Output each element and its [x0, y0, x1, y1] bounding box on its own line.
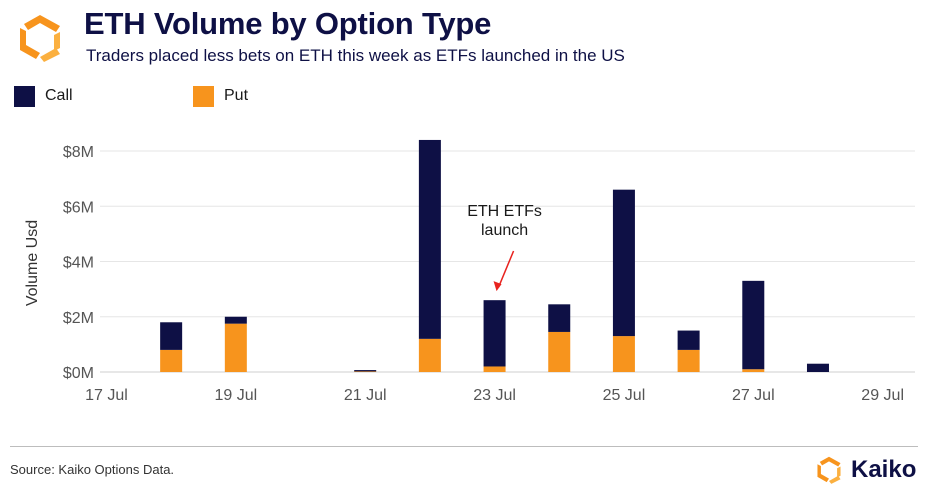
legend-swatch-put	[193, 85, 214, 107]
legend-swatch-call	[14, 85, 35, 107]
bar-call	[548, 304, 571, 332]
bar-call	[612, 189, 635, 337]
x-tick-label: 25 Jul	[603, 387, 646, 404]
y-axis-label: Volume Usd	[24, 220, 41, 306]
annotation-text: launch	[481, 222, 528, 239]
y-tick-label: $0M	[63, 365, 94, 382]
bar-call	[806, 363, 829, 372]
x-tick-label: 21 Jul	[344, 387, 387, 404]
legend-item-call: Call	[14, 82, 73, 110]
bar-call	[354, 370, 377, 372]
legend-item-put: Put	[193, 82, 248, 110]
bar-put	[160, 349, 183, 372]
page-subtitle: Traders placed less bets on ETH this wee…	[86, 46, 625, 65]
brand-name: Kaiko	[851, 456, 917, 483]
bar-call	[224, 316, 247, 324]
legend-label-call: Call	[45, 87, 73, 104]
bar-put	[224, 323, 247, 372]
annotation-arrowhead	[493, 281, 502, 292]
brand-logo: Kaiko	[814, 452, 916, 488]
bar-put	[483, 366, 506, 372]
x-tick-label: 17 Jul	[85, 387, 128, 404]
x-tick-label: 19 Jul	[214, 387, 257, 404]
footer-divider	[10, 446, 918, 447]
x-tick-label: 27 Jul	[732, 387, 775, 404]
bar-call	[160, 322, 183, 350]
kaiko-logo-icon	[817, 456, 841, 484]
bar-call	[418, 139, 441, 339]
bar-call	[742, 280, 765, 370]
bar-put	[418, 338, 441, 372]
x-tick-label: 29 Jul	[861, 387, 904, 404]
bar-put	[548, 331, 571, 372]
bar-put	[677, 349, 700, 372]
stacked-bar-chart: $0M $2M $4M $6M $8M Volume Usd 17 Jul 19 Jul 21 …	[24, 139, 915, 404]
page-title: ETH Volume by Option Type	[84, 6, 492, 41]
bar-call	[483, 300, 506, 367]
annotation-text: ETH ETFs	[467, 203, 542, 220]
bar-call	[677, 330, 700, 350]
legend-label-put: Put	[224, 87, 249, 104]
bar-put	[742, 369, 765, 372]
kaiko-logo-icon	[14, 12, 66, 64]
x-tick-label: 23 Jul	[473, 387, 516, 404]
y-tick-label: $4M	[63, 255, 94, 272]
y-tick-label: $2M	[63, 310, 94, 327]
source-note: Source: Kaiko Options Data.	[10, 462, 175, 477]
annotation-arrow	[497, 250, 515, 288]
y-tick-label: $8M	[63, 144, 94, 161]
bar-put	[612, 336, 635, 372]
y-tick-label: $6M	[63, 199, 94, 216]
bar-put	[354, 371, 377, 372]
